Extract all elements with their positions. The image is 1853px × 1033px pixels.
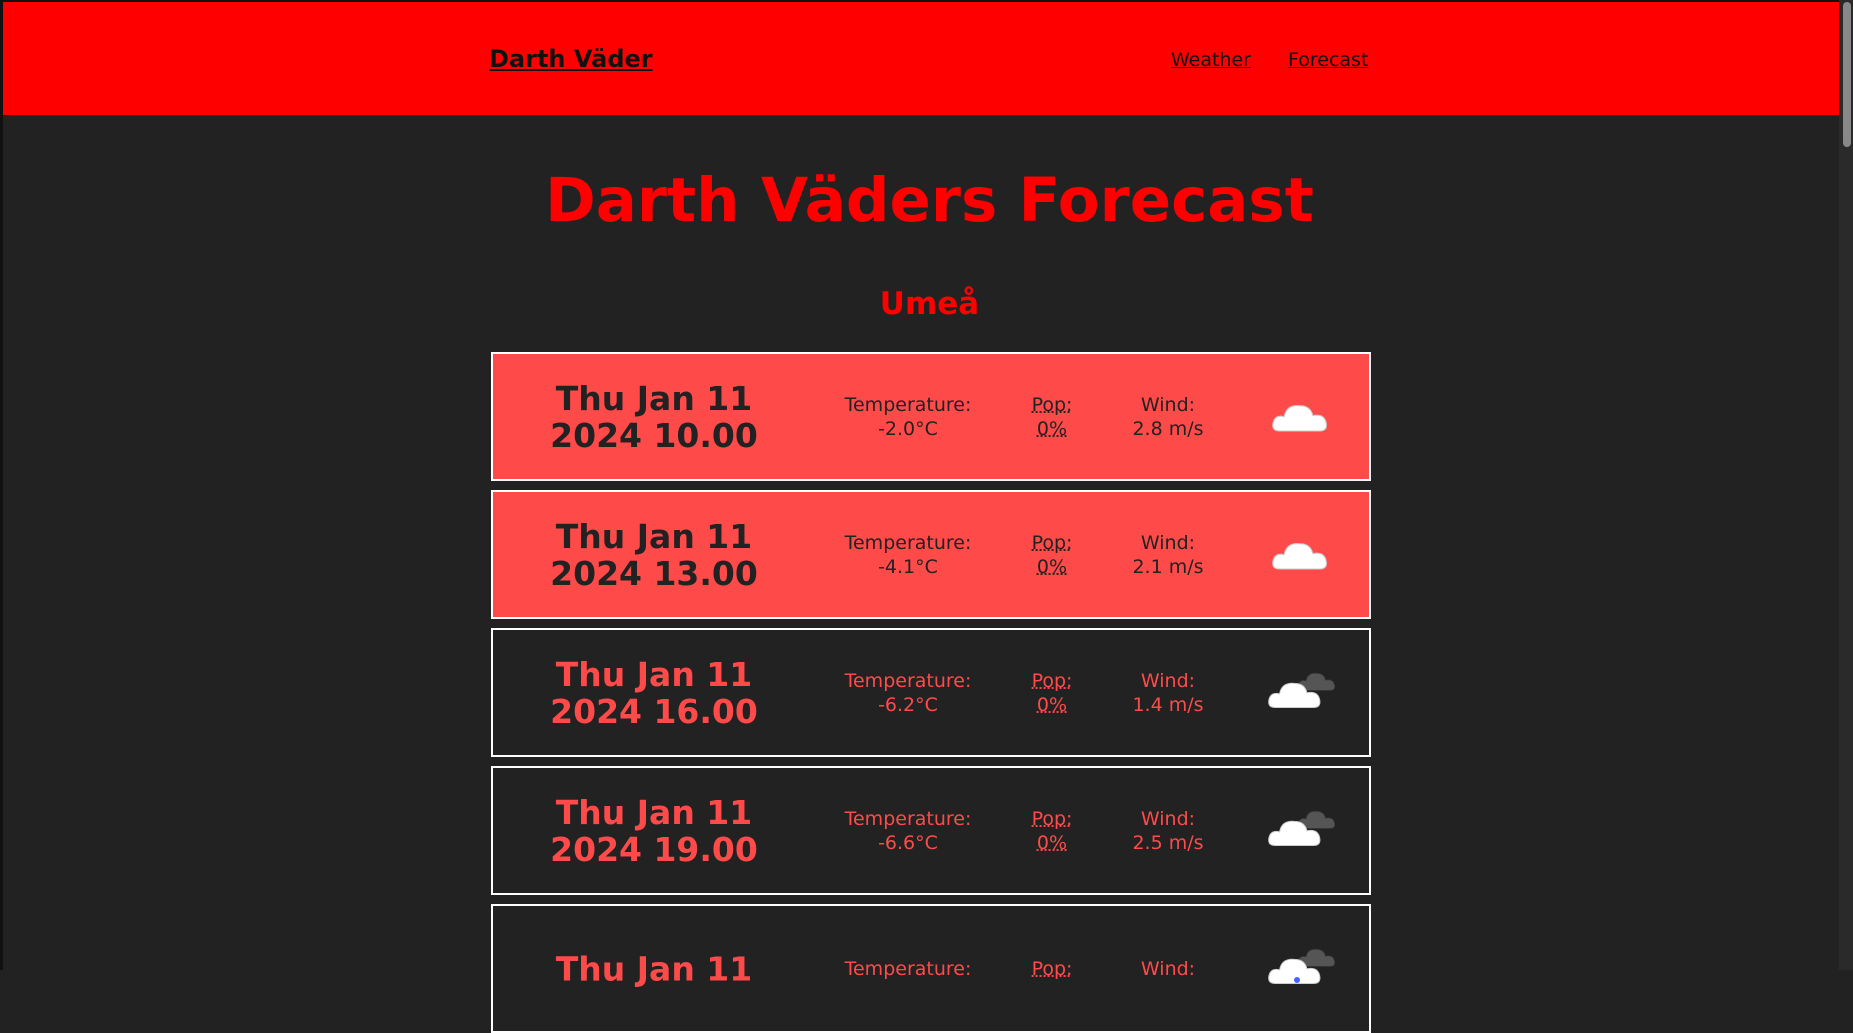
weather-icon [1267,806,1337,856]
wind-info: Wind: 1.4 m/s [1132,669,1203,717]
wind-label: Wind: [1140,957,1196,980]
wind-info: Wind: 2.1 m/s [1132,531,1203,579]
pop-value: 0% [1036,831,1068,854]
temperature-label: Temperature: [844,807,972,830]
brand-link[interactable]: Darth Väder [489,45,653,73]
wind-value: 2.5 m/s [1132,831,1204,854]
location: Umeå [879,286,980,322]
wind-label: Wind: [1140,393,1196,416]
pop-label: Pop: [1031,531,1073,554]
pop-label: Pop: [1031,957,1073,980]
time-line: 2024 10.00 [550,415,758,455]
nav-link[interactable]: Forecast [1288,49,1369,71]
temperature-info: Temperature: -6.6°C [845,807,972,855]
forecast-card: Thu Jan 11 2024 16.00 Temperature: -6.2°C Po… [491,628,1371,757]
temperature-info: Temperature: -6.2°C [845,669,972,717]
weather-icon [1267,944,1337,994]
wind-label: Wind: [1140,531,1196,554]
date-line: Thu Jan 11 [555,792,753,832]
cloud-icon [1268,948,1336,984]
time-line: 2024 19.00 [550,829,758,869]
temperature-info: Temperature: [845,957,972,981]
pop-label: Pop: [1031,807,1073,830]
temperature-label: Temperature: [844,393,972,416]
page-title: Darth Väders Forecast [545,165,1314,236]
pop-label: Pop: [1031,669,1073,692]
pop-info: Pop: 0% [1032,531,1073,579]
nav-link[interactable]: Weather [1171,49,1251,71]
temperature-value: -6.2°C [878,693,938,716]
wind-label: Wind: [1140,669,1196,692]
wind-label: Wind: [1140,807,1196,830]
temperature-value: -2.0°C [878,417,938,440]
date-line: Thu Jan 11 [555,949,753,988]
wind-value: 1.4 m/s [1132,693,1204,716]
temperature-label: Temperature: [844,531,972,554]
forecast-date: Thu Jan 11 [556,950,752,987]
cloud-icon [1272,542,1327,570]
wind-value: 2.8 m/s [1132,417,1204,440]
scrollbar[interactable] [1839,0,1853,970]
temperature-value: -6.6°C [878,831,938,854]
cloud-icon [1268,810,1336,846]
forecast-card: Thu Jan 11 2024 19.00 Temperature: -6.6°C Po… [491,766,1371,895]
time-line: 2024 13.00 [550,553,758,593]
weather-icon [1267,530,1337,580]
temperature-info: Temperature: -2.0°C [845,393,972,441]
forecast-date: Thu Jan 11 2024 13.00 [550,518,758,592]
pop-info: Pop: 0% [1032,393,1073,441]
forecast-date: Thu Jan 11 2024 10.00 [550,380,758,454]
forecast-card: Thu Jan 11 2024 10.00 Temperature: -2.0°C Po… [491,352,1371,481]
date-line: Thu Jan 11 [555,378,753,418]
wind-info: Wind: 2.8 m/s [1132,393,1203,441]
time-line: 2024 16.00 [550,691,758,731]
pop-label: Pop: [1031,393,1073,416]
forecast-date: Thu Jan 11 2024 16.00 [550,656,758,730]
forecast-card: Thu Jan 11 2024 13.00 Temperature: -4.1°C Po… [491,490,1371,619]
temperature-label: Temperature: [844,957,972,980]
temperature-value: -4.1°C [878,555,938,578]
pop-value: 0% [1036,555,1068,578]
wind-info: Wind: 2.5 m/s [1132,807,1203,855]
date-line: Thu Jan 11 [555,654,753,694]
pop-info: Pop: [1032,957,1073,981]
pop-info: Pop: 0% [1032,669,1073,717]
weather-icon [1267,392,1337,442]
navbar: Darth Väder Weather Forecast [3,0,1853,115]
forecast-card: Thu Jan 11 Temperature: Pop: Wind: [491,904,1371,1033]
pop-value: 0% [1036,693,1068,716]
forecast-date: Thu Jan 11 2024 19.00 [550,794,758,868]
pop-info: Pop: 0% [1032,807,1073,855]
temperature-info: Temperature: -4.1°C [845,531,972,579]
cloud-icon [1268,672,1336,708]
temperature-label: Temperature: [844,669,972,692]
wind-info: Wind: [1141,957,1195,981]
wind-value: 2.1 m/s [1132,555,1204,578]
scroll-thumb[interactable] [1843,2,1851,147]
cloud-icon [1272,404,1327,432]
pop-value: 0% [1036,417,1068,440]
weather-icon [1267,668,1337,718]
date-line: Thu Jan 11 [555,516,753,556]
